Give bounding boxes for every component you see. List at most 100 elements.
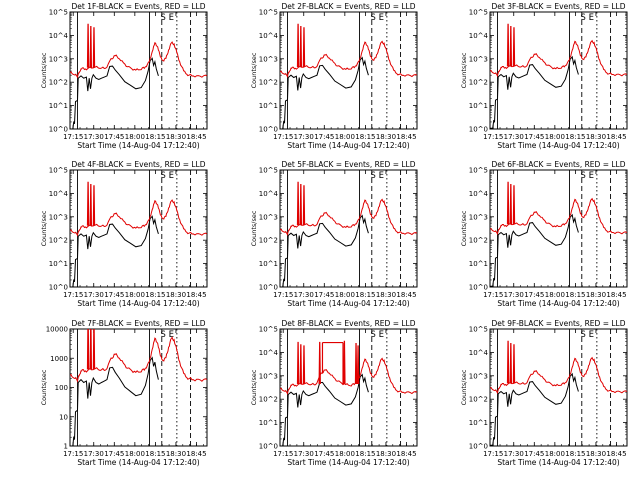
plot-frame [279,11,418,130]
lld-spike [512,185,516,225]
y-tick-label: 10^4 [259,349,279,357]
x-tick-label: 18:15 [565,291,585,299]
y-tick-label: 10^2 [469,237,488,245]
y-tick-label: 10000 [46,326,68,334]
y-axis-label: Counts/sec [250,210,258,246]
y-tick-label: 10^5 [469,167,488,175]
x-tick-label: 18:15 [565,450,585,458]
y-tick-label: 10^0 [469,443,488,451]
y-tick-label: 10^2 [259,237,278,245]
end-marker: E [379,13,384,23]
y-tick-label: 10^3 [469,213,488,221]
end-marker: E [379,171,384,181]
y-axis-label: Counts/sec [40,210,48,246]
y-tick-label: 10^3 [259,213,278,221]
x-axis-label: Start Time (14-Aug-04 17:12:40) [287,458,409,467]
x-tick-label: 17:45 [104,450,124,458]
plot-area [490,181,627,287]
end-marker: E [169,330,174,340]
y-tick-label: 10^1 [469,260,488,268]
x-tick-label: 18:15 [565,133,585,141]
x-tick-label: 17:15 [273,291,293,299]
x-tick-label: 18:00 [125,450,145,458]
lld-spike [299,26,303,67]
start-marker: S [370,330,375,340]
y-tick-label: 10^4 [49,190,69,198]
lld-spike [86,181,90,226]
y-tick-label: 1000 [50,355,68,363]
x-tick-label: 17:30 [84,450,104,458]
x-tick-label: 17:45 [314,291,334,299]
y-tick-label: 10^4 [259,190,279,198]
chart-title: Det 6F-BLACK = Events, RED = LLD [491,160,625,169]
start-marker: S [580,171,585,181]
y-tick-label: 10^5 [259,167,278,175]
x-axis-label: Start Time (14-Aug-04 17:12:40) [497,141,619,150]
x-tick-label: 18:30 [166,133,186,141]
x-tick-label: 17:15 [63,133,83,141]
plot-area [490,340,627,446]
x-tick-label: 18:45 [186,450,206,458]
y-tick-label: 10^1 [259,419,278,427]
x-tick-label: 18:30 [166,450,186,458]
lld-spike [354,343,358,384]
start-marker: S [580,330,585,340]
x-tick-label: 17:45 [104,291,124,299]
x-tick-label: 17:15 [483,133,503,141]
x-tick-label: 17:15 [483,450,503,458]
x-tick-label: 17:30 [504,450,524,458]
lld-spike [509,184,513,225]
end-marker: E [589,171,594,181]
y-tick-label: 10^3 [259,55,278,63]
x-tick-label: 18:30 [376,133,396,141]
lld-spike [302,185,306,225]
start-marker: S [580,13,585,23]
y-tick-label: 10^5 [469,9,488,17]
x-tick-label: 18:45 [606,291,626,299]
lld-spike [299,344,303,384]
y-tick-label: 10^0 [469,126,488,134]
lld-spike [296,181,300,225]
y-tick-label: 10^3 [49,213,68,221]
x-tick-label: 17:30 [294,133,314,141]
x-tick-label: 17:45 [104,133,124,141]
y-tick-label: 10^3 [469,55,488,63]
y-tick-label: 10^1 [49,260,68,268]
y-axis-label: Counts/sec [250,52,258,88]
x-tick-label: 18:15 [355,133,375,141]
x-tick-label: 17:45 [524,133,544,141]
lld-spike [506,23,510,67]
start-marker: S [160,13,165,23]
y-tick-label: 10^5 [259,326,278,334]
x-tick-label: 18:00 [125,291,145,299]
x-tick-label: 17:15 [273,450,293,458]
x-tick-label: 18:30 [586,450,606,458]
x-tick-label: 17:30 [84,133,104,141]
chart-title: Det 3F-BLACK = Events, RED = LLD [491,2,625,11]
y-tick-label: 10^5 [469,326,488,334]
y-tick-label: 10^3 [469,372,488,380]
y-axis-label: Counts/sec [250,369,258,405]
x-tick-label: 18:30 [586,291,606,299]
y-tick-label: 10^5 [259,9,278,17]
y-tick-label: 10^3 [259,372,278,380]
x-tick-label: 17:45 [524,450,544,458]
x-axis-label: Start Time (14-Aug-04 17:12:40) [497,458,619,467]
lld-spike [92,185,96,226]
lld-spike [343,340,346,384]
start-marker: S [160,330,165,340]
x-tick-label: 18:30 [166,291,186,299]
lld-spike [89,26,93,68]
x-tick-label: 17:15 [63,450,83,458]
y-tick-label: 10^4 [259,32,279,40]
y-tick-label: 10 [59,413,68,421]
y-tick-label: 10^2 [469,79,488,87]
lld-spike [92,27,96,68]
y-tick-label: 10^2 [49,237,68,245]
x-tick-label: 17:30 [294,450,314,458]
lld-spike [512,344,516,384]
lld-spike [509,343,513,384]
y-tick-label: 100 [55,384,68,392]
lld-spike [86,329,90,370]
